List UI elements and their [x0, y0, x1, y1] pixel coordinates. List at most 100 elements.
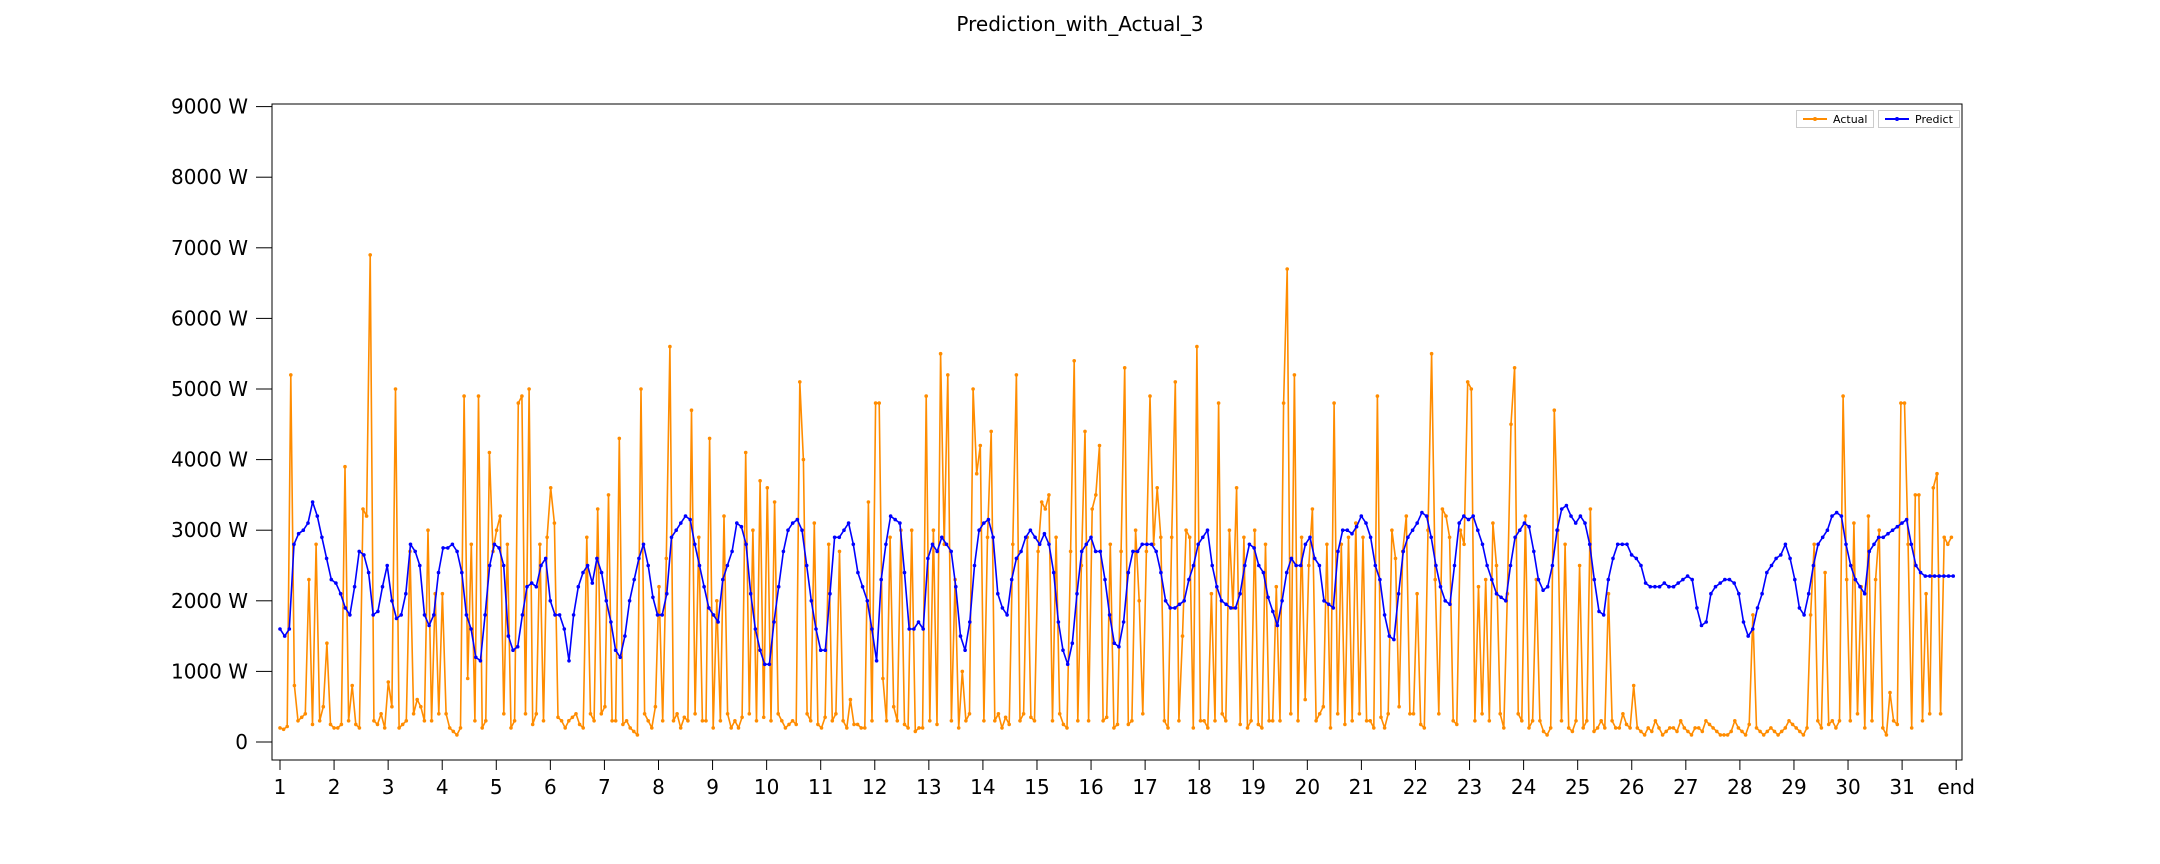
- actual-point: [866, 500, 871, 504]
- actual-point: [1913, 493, 1918, 497]
- actual-point: [1801, 733, 1806, 737]
- predict-point: [1741, 620, 1746, 624]
- actual-point: [845, 726, 849, 730]
- actual-point: [1617, 726, 1622, 730]
- actual-point: [1870, 719, 1874, 723]
- actual-point: [1101, 719, 1105, 723]
- actual-point: [1866, 514, 1871, 518]
- predict-point: [907, 627, 911, 631]
- predict-point: [1573, 521, 1578, 525]
- predict-point: [1583, 521, 1587, 525]
- actual-point: [1346, 535, 1351, 540]
- predict-point: [1494, 591, 1499, 596]
- predict-point: [1406, 535, 1410, 540]
- actual-point: [1068, 549, 1073, 554]
- actual-point: [556, 715, 560, 720]
- predict-point: [1555, 528, 1559, 532]
- actual-point: [386, 680, 391, 684]
- predict-point: [1611, 556, 1615, 561]
- actual-point: [336, 726, 340, 730]
- predict-point: [1709, 591, 1713, 596]
- predict-point: [1629, 553, 1634, 557]
- predict-point: [1317, 563, 1322, 568]
- actual-point: [1873, 577, 1878, 582]
- actual-point: [484, 719, 488, 723]
- y-tick-label: 8000 W: [171, 165, 248, 189]
- predict-point: [688, 517, 692, 522]
- predict-point: [1257, 563, 1261, 568]
- actual-point: [548, 486, 553, 490]
- actual-point: [1733, 719, 1737, 723]
- predict-point: [1373, 563, 1378, 568]
- predict-point: [851, 542, 856, 547]
- x-tick-label: 26: [1619, 775, 1644, 799]
- actual-point: [1559, 719, 1564, 723]
- predict-point: [1392, 637, 1396, 642]
- actual-point: [1122, 366, 1127, 370]
- actual-point: [660, 719, 665, 723]
- actual-point: [1888, 690, 1892, 695]
- actual-point: [704, 719, 708, 723]
- actual-point: [1278, 719, 1282, 723]
- actual-point: [841, 719, 845, 723]
- actual-point: [1899, 401, 1903, 405]
- x-tick-label: 18: [1186, 775, 1211, 799]
- predict-point: [846, 521, 851, 525]
- predict-point: [296, 531, 301, 536]
- predict-point: [1848, 563, 1853, 568]
- actual-point: [621, 722, 625, 727]
- x-tick-label: 5: [490, 775, 503, 799]
- predict-point: [627, 599, 632, 603]
- actual-point: [859, 726, 863, 730]
- actual-point: [1198, 719, 1203, 723]
- actual-point: [321, 704, 326, 709]
- actual-point: [1411, 712, 1416, 716]
- predict-point: [581, 570, 585, 575]
- actual-point: [1530, 719, 1535, 723]
- actual-point: [772, 500, 777, 504]
- actual-point: [574, 712, 578, 716]
- predict-point: [1051, 570, 1056, 575]
- actual-point: [993, 719, 997, 723]
- predict-point: [478, 659, 483, 663]
- actual-point: [429, 719, 434, 723]
- predict-point: [422, 613, 427, 617]
- actual-point: [1664, 729, 1668, 734]
- actual-point: [1354, 521, 1358, 525]
- actual-point: [1267, 719, 1271, 723]
- actual-point: [978, 443, 983, 448]
- predict-point: [1131, 549, 1135, 554]
- actual-point: [1855, 712, 1860, 716]
- actual-point: [1076, 719, 1080, 723]
- y-tick-label: 7000 W: [171, 236, 248, 260]
- x-tick-label: 19: [1241, 775, 1266, 799]
- predict-point: [1667, 584, 1671, 589]
- predict-point: [1368, 535, 1373, 540]
- actual-point: [1317, 712, 1322, 716]
- x-tick-label: 13: [916, 775, 941, 799]
- actual-point: [967, 712, 972, 716]
- actual-point: [852, 722, 856, 727]
- actual-point: [1011, 542, 1015, 547]
- actual-point: [1357, 712, 1362, 716]
- actual-point: [285, 724, 290, 729]
- actual-point: [505, 542, 510, 547]
- predict-point: [609, 620, 613, 624]
- predict-point: [1681, 577, 1685, 582]
- predict-point: [450, 542, 455, 547]
- actual-point: [1115, 722, 1120, 727]
- actual-point: [697, 535, 701, 540]
- actual-point: [664, 556, 669, 561]
- actual-point: [754, 719, 759, 723]
- predict-point: [1201, 535, 1205, 540]
- actual-point: [570, 715, 575, 720]
- x-tick-label: 20: [1295, 775, 1320, 799]
- predict-point: [1625, 542, 1629, 547]
- actual-point: [1372, 726, 1376, 730]
- predict-point: [1718, 581, 1722, 585]
- actual-point: [1379, 715, 1383, 720]
- predict-point: [1862, 591, 1867, 596]
- predict-point: [702, 584, 706, 589]
- x-tick-label: 29: [1781, 775, 1806, 799]
- actual-point: [1375, 394, 1380, 398]
